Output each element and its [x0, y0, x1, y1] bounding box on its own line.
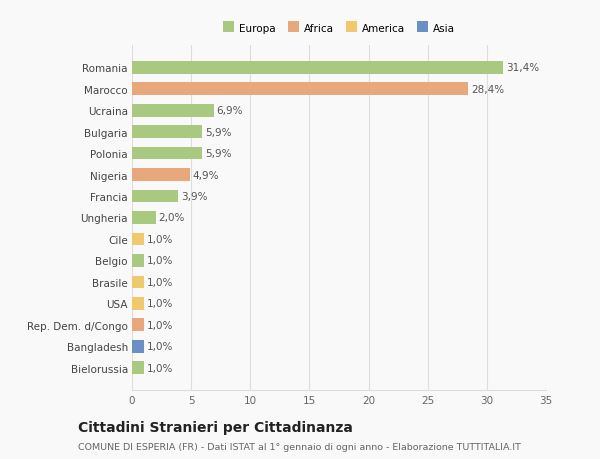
Text: 3,9%: 3,9% — [181, 191, 208, 202]
Bar — [132, 319, 144, 332]
Bar — [132, 190, 178, 203]
Bar — [132, 104, 214, 118]
Bar — [132, 297, 144, 310]
Bar — [132, 169, 190, 182]
Bar — [132, 233, 144, 246]
Text: 1,0%: 1,0% — [147, 299, 173, 309]
Legend: Europa, Africa, America, Asia: Europa, Africa, America, Asia — [220, 21, 458, 37]
Text: 2,0%: 2,0% — [158, 213, 185, 223]
Text: 1,0%: 1,0% — [147, 320, 173, 330]
Bar — [132, 362, 144, 375]
Bar — [132, 147, 202, 160]
Text: 1,0%: 1,0% — [147, 363, 173, 373]
Bar — [132, 276, 144, 289]
Text: 28,4%: 28,4% — [471, 84, 504, 95]
Text: Cittadini Stranieri per Cittadinanza: Cittadini Stranieri per Cittadinanza — [78, 420, 353, 434]
Bar — [132, 212, 155, 224]
Text: 5,9%: 5,9% — [205, 127, 231, 137]
Text: 6,9%: 6,9% — [217, 106, 243, 116]
Text: COMUNE DI ESPERIA (FR) - Dati ISTAT al 1° gennaio di ogni anno - Elaborazione TU: COMUNE DI ESPERIA (FR) - Dati ISTAT al 1… — [78, 442, 521, 451]
Bar — [132, 340, 144, 353]
Bar — [132, 126, 202, 139]
Text: 1,0%: 1,0% — [147, 235, 173, 245]
Text: 1,0%: 1,0% — [147, 277, 173, 287]
Bar — [132, 83, 468, 96]
Text: 1,0%: 1,0% — [147, 256, 173, 266]
Text: 4,9%: 4,9% — [193, 170, 220, 180]
Bar — [132, 62, 503, 74]
Bar — [132, 254, 144, 267]
Text: 5,9%: 5,9% — [205, 149, 231, 159]
Text: 31,4%: 31,4% — [506, 63, 539, 73]
Text: 1,0%: 1,0% — [147, 341, 173, 352]
